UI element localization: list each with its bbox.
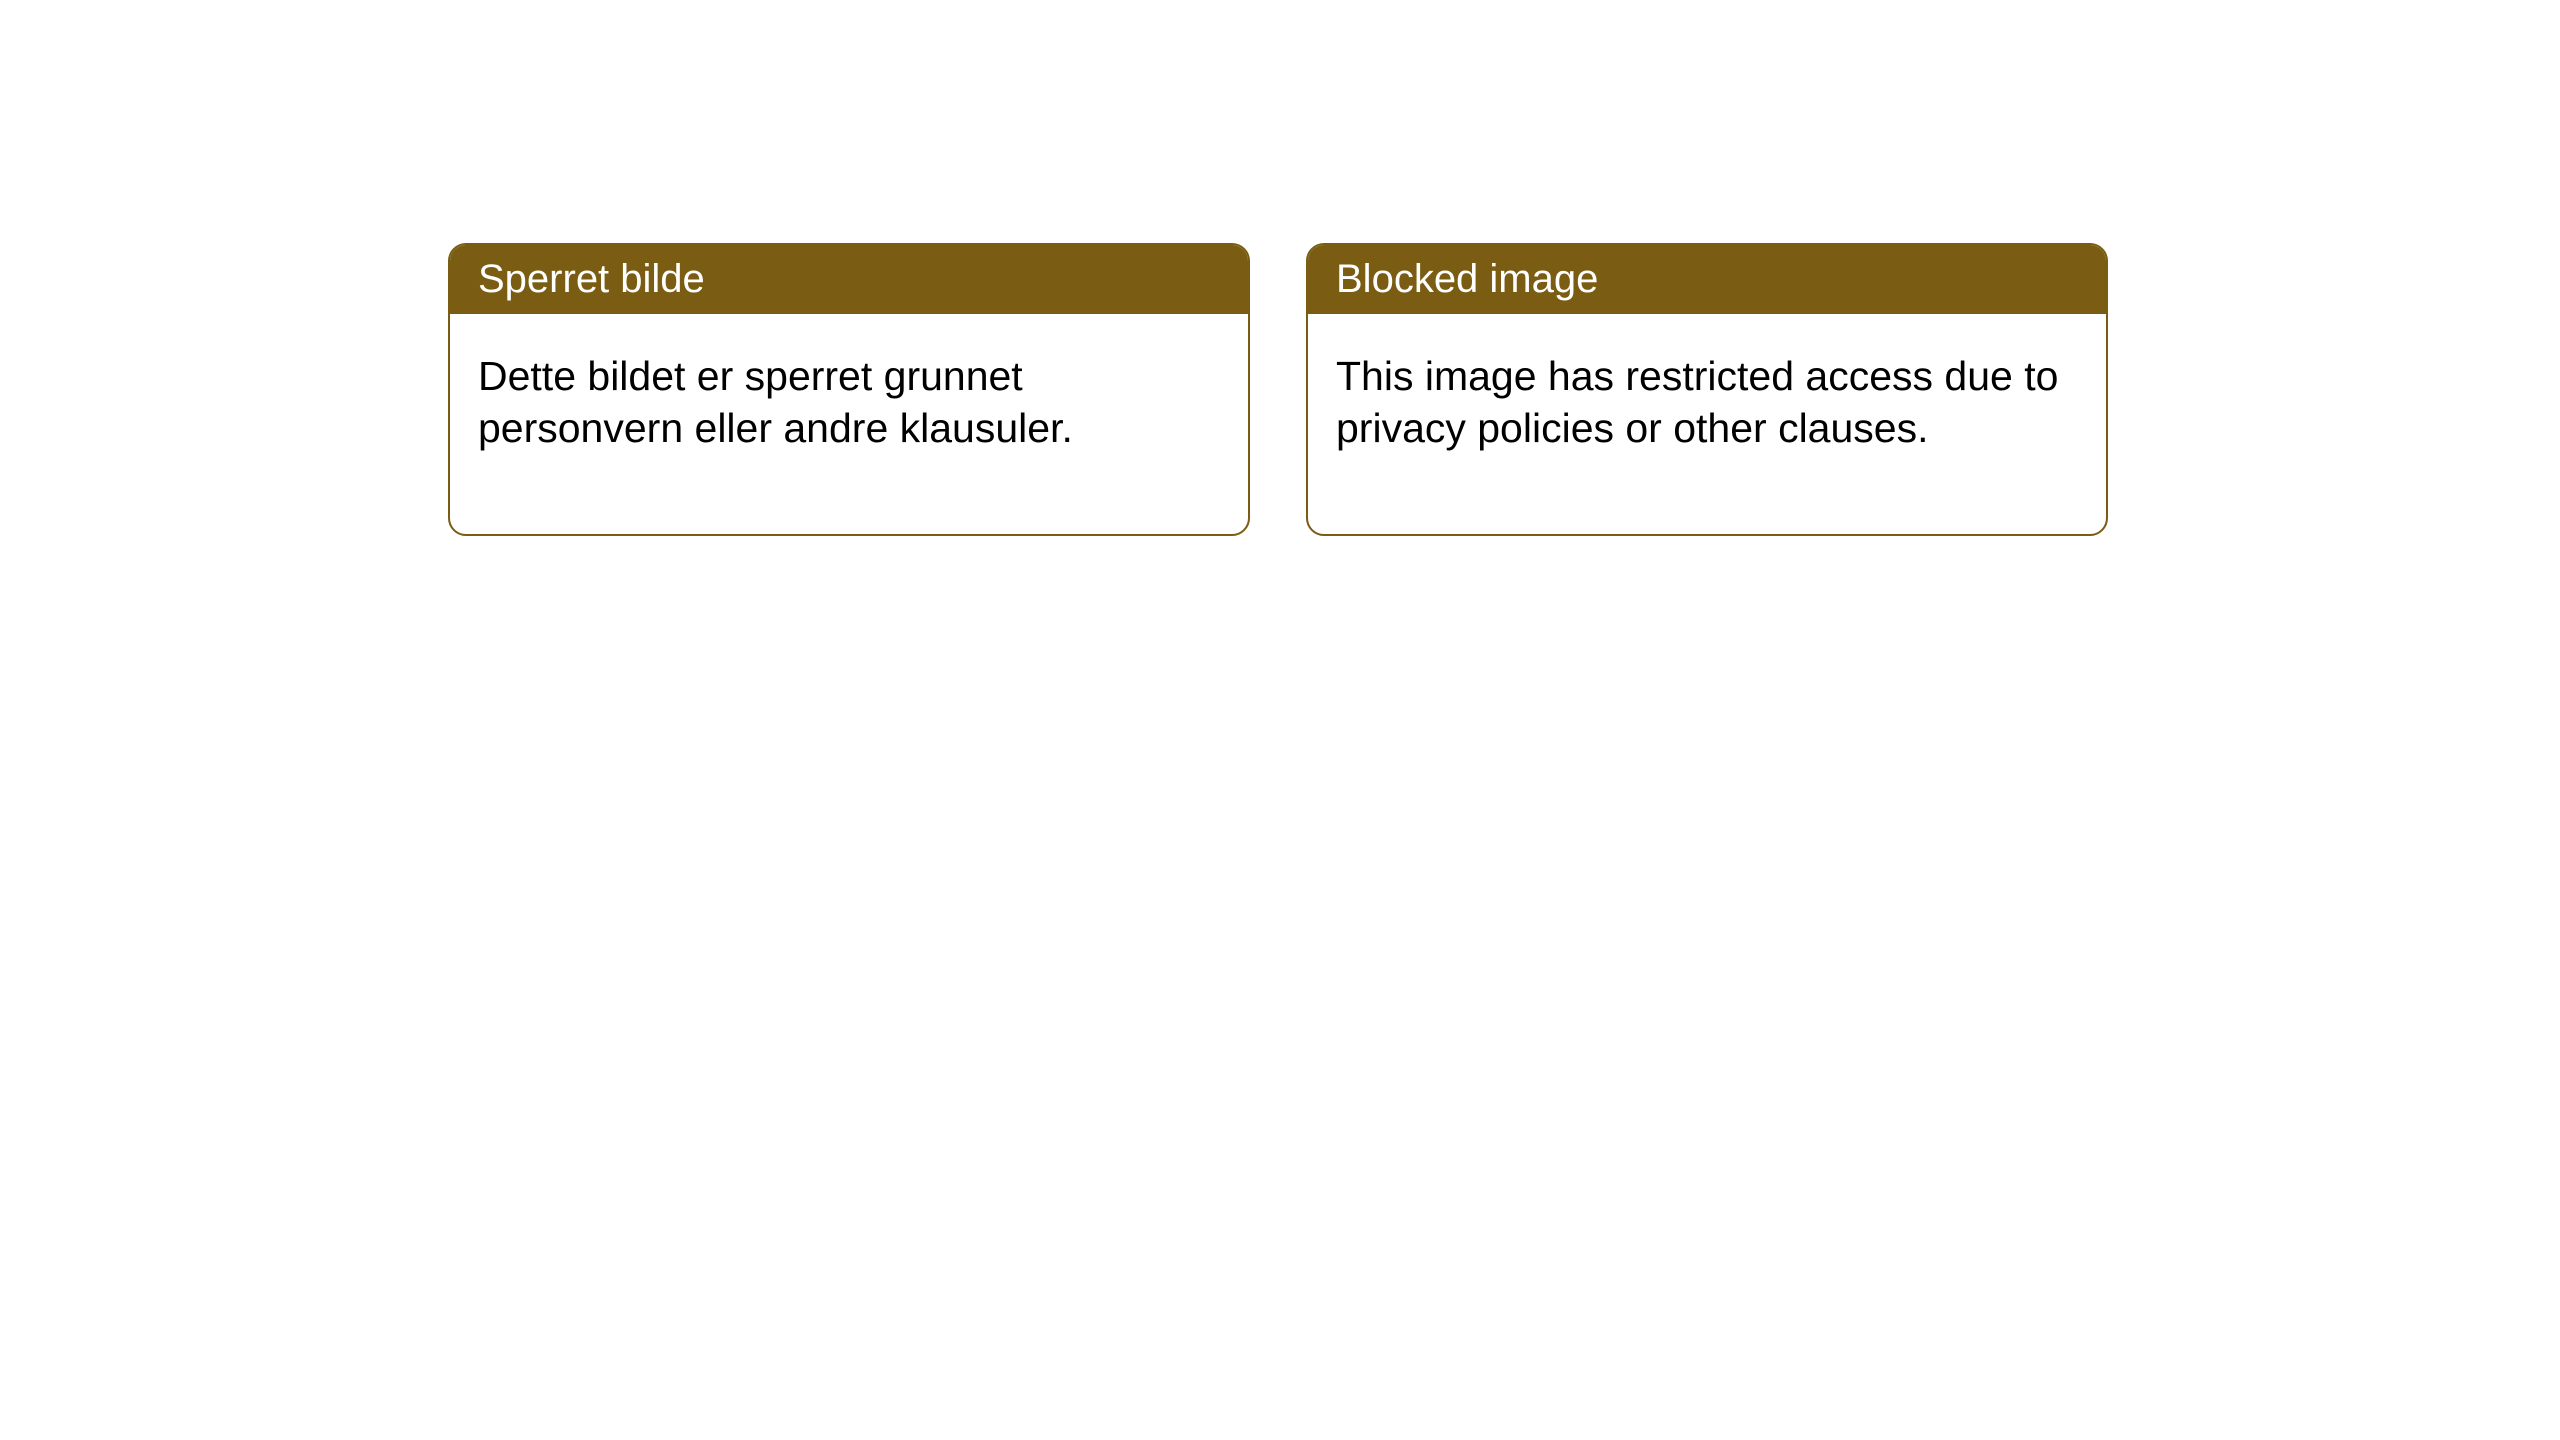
notice-body: Dette bildet er sperret grunnet personve… bbox=[450, 314, 1248, 534]
notice-container: Sperret bilde Dette bildet er sperret gr… bbox=[448, 243, 2108, 536]
notice-header: Blocked image bbox=[1308, 245, 2106, 314]
notice-card-norwegian: Sperret bilde Dette bildet er sperret gr… bbox=[448, 243, 1250, 536]
notice-body: This image has restricted access due to … bbox=[1308, 314, 2106, 534]
notice-card-english: Blocked image This image has restricted … bbox=[1306, 243, 2108, 536]
notice-header: Sperret bilde bbox=[450, 245, 1248, 314]
